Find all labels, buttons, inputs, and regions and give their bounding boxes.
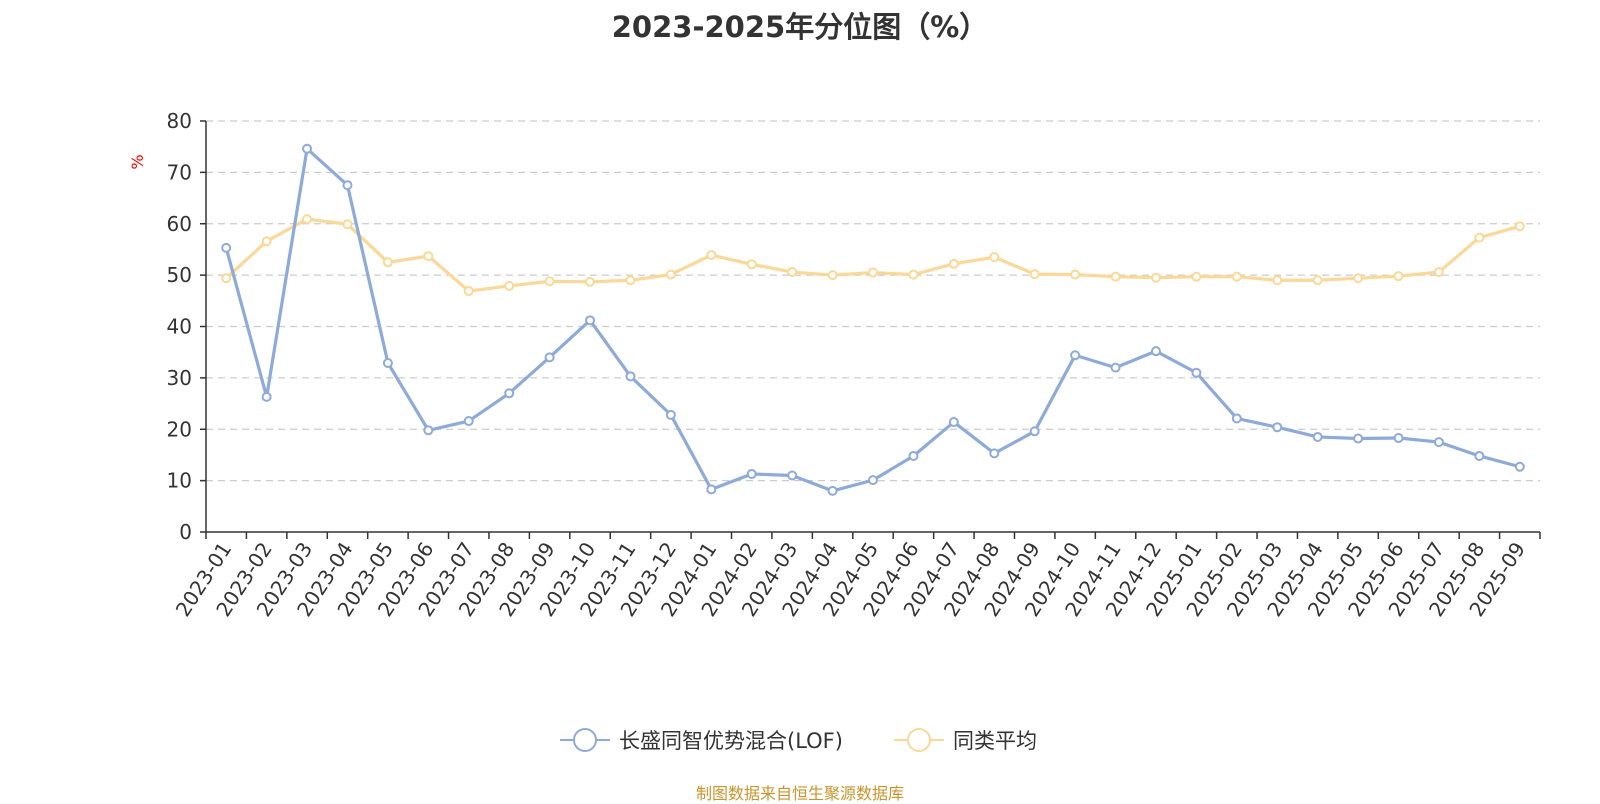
data-point xyxy=(665,409,676,420)
data-point xyxy=(1191,271,1202,282)
legend-marker xyxy=(573,728,597,752)
data-point xyxy=(221,273,232,284)
data-point xyxy=(1070,269,1081,280)
data-point xyxy=(948,258,959,269)
data-point xyxy=(746,259,757,270)
data-point xyxy=(908,269,919,280)
data-point xyxy=(504,388,515,399)
source-note: 制图数据来自恒生聚源数据库 xyxy=(695,784,904,803)
data-point xyxy=(908,450,919,461)
data-point xyxy=(1474,450,1485,461)
data-point xyxy=(423,251,434,262)
data-point xyxy=(1029,426,1040,437)
data-point xyxy=(544,276,555,287)
data-point xyxy=(1231,413,1242,424)
data-point xyxy=(1191,367,1202,378)
data-point xyxy=(1312,431,1323,442)
data-point xyxy=(1353,433,1364,444)
data-point xyxy=(463,416,474,427)
data-point xyxy=(221,242,232,253)
y-tick-label: 40 xyxy=(167,315,192,339)
data-point xyxy=(948,417,959,428)
data-point xyxy=(1353,273,1364,284)
data-point xyxy=(1070,350,1081,361)
data-point xyxy=(827,270,838,281)
data-point xyxy=(342,219,353,230)
series-lines xyxy=(221,143,1525,496)
data-point xyxy=(302,143,313,154)
data-point xyxy=(382,257,393,268)
data-point xyxy=(1110,362,1121,373)
legend-label: 长盛同智优势混合(LOF) xyxy=(619,729,843,753)
legend-marker xyxy=(907,728,931,752)
y-tick-label: 20 xyxy=(167,417,192,441)
data-point xyxy=(463,286,474,297)
data-point xyxy=(787,470,798,481)
data-point xyxy=(989,448,1000,459)
data-point xyxy=(1231,271,1242,282)
data-point xyxy=(989,252,1000,263)
data-point xyxy=(706,250,717,261)
data-point xyxy=(665,269,676,280)
y-tick-label: 70 xyxy=(167,160,192,184)
data-point xyxy=(342,180,353,191)
data-point xyxy=(868,475,878,486)
data-point xyxy=(1110,271,1121,282)
y-tick-label: 60 xyxy=(167,212,192,236)
data-point xyxy=(1272,422,1283,433)
series-line xyxy=(224,147,1521,493)
data-point xyxy=(423,425,434,436)
data-point xyxy=(827,485,838,496)
data-point xyxy=(1393,271,1404,282)
data-point xyxy=(706,484,717,495)
data-point xyxy=(625,275,636,286)
series-peer-average xyxy=(221,214,1525,297)
legend-label: 同类平均 xyxy=(953,729,1037,753)
chart-title: 2023-2025年分位图（%） xyxy=(611,10,989,44)
data-point xyxy=(1514,221,1525,232)
y-tick-label: 80 xyxy=(167,109,192,133)
data-point xyxy=(1272,275,1283,286)
data-point xyxy=(585,276,596,287)
y-tick-label: 0 xyxy=(179,520,192,544)
legend[interactable]: 长盛同智优势混合(LOF) 同类平均 xyxy=(560,728,1037,753)
data-point xyxy=(1433,267,1444,278)
data-point xyxy=(746,468,757,479)
data-point xyxy=(585,315,596,326)
data-point xyxy=(1433,437,1444,448)
axes: 010203040506070802023-012023-022023-0320… xyxy=(167,109,1541,621)
data-point xyxy=(261,391,272,402)
data-point xyxy=(261,236,272,247)
series-line xyxy=(225,217,1521,293)
data-point xyxy=(1150,272,1161,283)
data-point xyxy=(1029,269,1040,280)
grid-lines xyxy=(206,120,1540,482)
legend-item-peer-average[interactable]: 同类平均 xyxy=(894,728,1037,753)
data-point xyxy=(382,357,393,368)
legend-item-fund[interactable]: 长盛同智优势混合(LOF) xyxy=(560,728,843,753)
data-point xyxy=(1514,461,1525,472)
data-point xyxy=(1393,432,1404,443)
y-tick-label: 50 xyxy=(167,263,192,287)
data-point xyxy=(787,267,798,278)
series-fund xyxy=(221,143,1525,496)
data-point xyxy=(1150,346,1161,357)
y-tick-label: 10 xyxy=(167,469,192,493)
y-axis-unit-label: % xyxy=(128,154,147,169)
data-point xyxy=(302,214,313,225)
data-point xyxy=(504,280,515,291)
data-point xyxy=(1474,232,1485,243)
data-point xyxy=(868,267,878,278)
data-point xyxy=(1312,275,1323,286)
data-point xyxy=(625,371,636,382)
data-point xyxy=(544,352,555,363)
y-tick-label: 30 xyxy=(167,366,192,390)
